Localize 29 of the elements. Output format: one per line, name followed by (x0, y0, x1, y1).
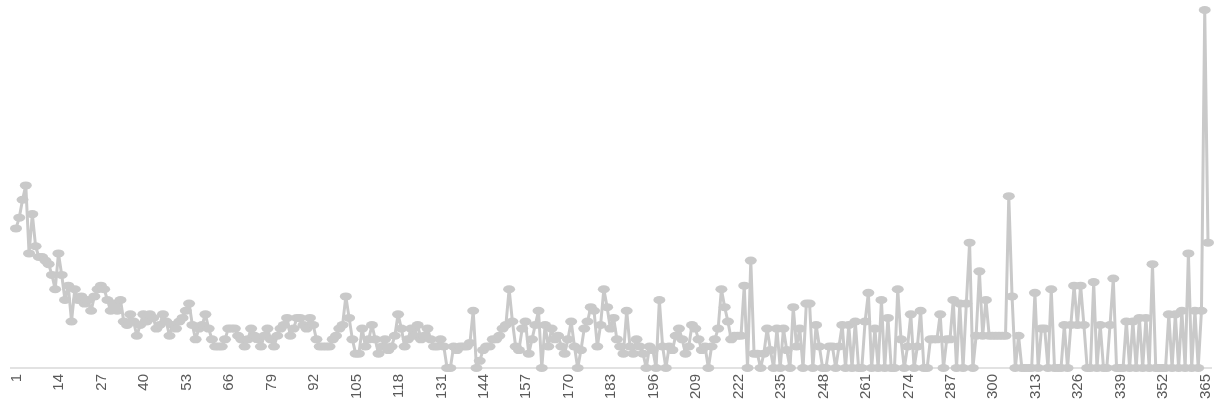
x-tick-label: 66 (219, 374, 237, 391)
x-tick-label: 313 (1025, 374, 1043, 400)
x-tick-label: 365 (1195, 374, 1213, 400)
x-tick-label: 79 (261, 374, 279, 391)
x-tick-label: 1 (7, 374, 24, 383)
x-tick-label: 118 (389, 374, 407, 398)
x-tick-label: 261 (856, 374, 874, 400)
x-tick-label: 131 (431, 374, 449, 400)
x-tick-label: 209 (686, 374, 704, 400)
x-tick-label: 40 (134, 374, 152, 391)
x-tick-label: 248 (813, 374, 831, 400)
x-tick-label: 339 (1110, 374, 1128, 400)
x-tick-label: 235 (771, 374, 789, 400)
x-tick-label: 196 (643, 374, 661, 400)
x-tick-label: 352 (1153, 374, 1171, 400)
x-tick-label: 287 (941, 374, 959, 400)
x-tick-label: 170 (558, 374, 576, 400)
x-tick-label: 27 (91, 374, 109, 391)
x-tick-label: 14 (49, 374, 67, 391)
x-tick-label: 144 (474, 374, 491, 400)
x-tick-label: 183 (601, 374, 619, 400)
x-tick-label: 222 (728, 374, 746, 400)
x-tick-label: 105 (346, 374, 364, 400)
x-tick-label: 92 (304, 374, 322, 391)
x-tick-label: 157 (516, 374, 534, 400)
x-tick-label: 300 (983, 374, 1001, 400)
x-tick-label: 326 (1068, 374, 1086, 400)
x-tick-label: 53 (176, 374, 194, 391)
x-tick-label: 274 (898, 374, 916, 400)
